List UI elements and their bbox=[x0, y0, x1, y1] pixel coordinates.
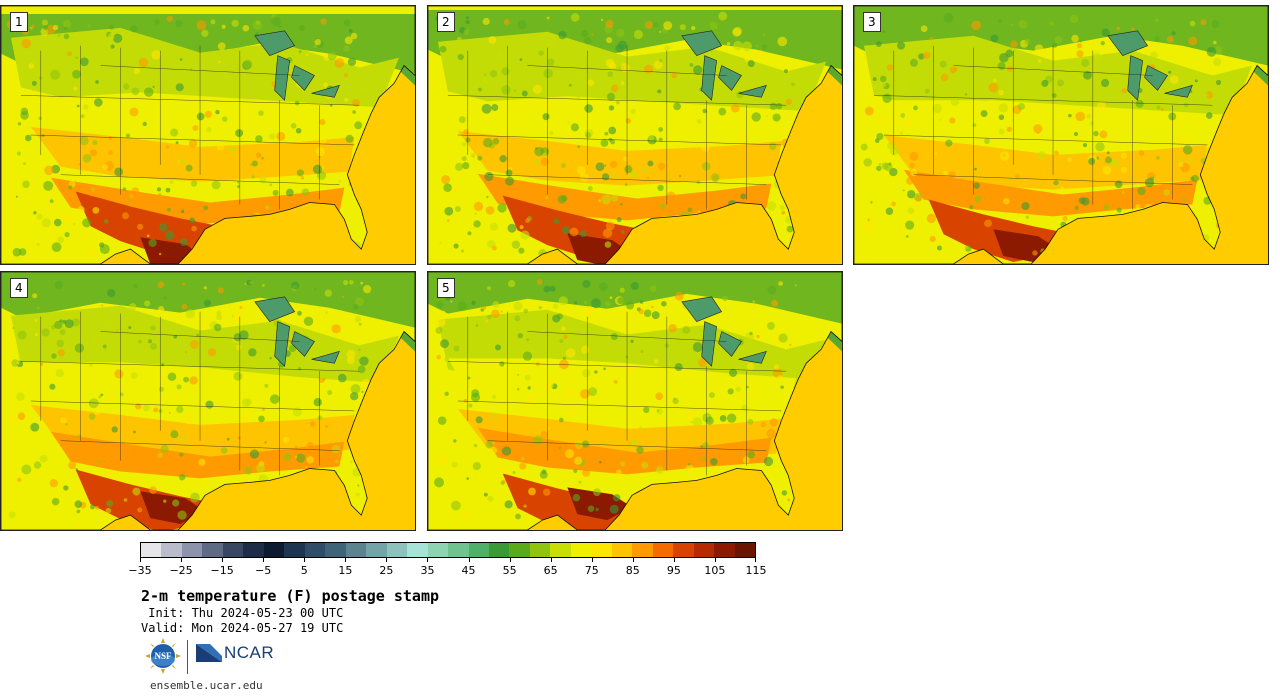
colorbar-tick-label: 95 bbox=[666, 564, 681, 577]
colorbar-swatch bbox=[529, 543, 551, 557]
colorbar-swatch bbox=[488, 543, 510, 557]
temperature-map bbox=[1, 272, 415, 530]
colorbar-swatch bbox=[632, 543, 653, 557]
colorbar-tick-label: 35 bbox=[420, 564, 435, 577]
colorbar-tick-label: 45 bbox=[461, 564, 476, 577]
colorbar-tick bbox=[140, 558, 141, 562]
colorbar-tick-label: 5 bbox=[300, 564, 308, 577]
valid-time: Valid: Mon 2024-05-27 19 UTC bbox=[141, 621, 344, 635]
colorbar-tick bbox=[304, 558, 306, 562]
colorbar-swatch bbox=[714, 543, 735, 557]
colorbar-tick bbox=[550, 558, 552, 562]
colorbar-swatch bbox=[468, 543, 489, 557]
map-panel-5: 5 bbox=[427, 271, 843, 531]
temperature-colorbar bbox=[140, 542, 756, 558]
colorbar-swatch bbox=[509, 543, 530, 557]
colorbar-swatch bbox=[325, 543, 346, 557]
panel-number-label: 2 bbox=[437, 12, 455, 32]
colorbar-tick-label: −35 bbox=[128, 564, 152, 577]
init-time: Init: Thu 2024-05-23 00 UTC bbox=[141, 606, 344, 620]
temperature-map bbox=[1, 6, 415, 264]
panel-number-label: 1 bbox=[10, 12, 28, 32]
colorbar-tick bbox=[632, 558, 634, 562]
colorbar-tick-label: 25 bbox=[379, 564, 394, 577]
map-panel-4: 4 bbox=[0, 271, 416, 531]
colorbar-tick bbox=[345, 558, 347, 562]
colorbar-swatch bbox=[161, 543, 182, 557]
colorbar-swatch bbox=[345, 543, 367, 557]
colorbar-swatch bbox=[263, 543, 285, 557]
colorbar-tick bbox=[673, 558, 675, 562]
colorbar-tick bbox=[386, 558, 388, 562]
colorbar-tick bbox=[263, 558, 265, 562]
ncar-logo: NCAR bbox=[196, 642, 274, 664]
colorbar-tick-label: 85 bbox=[625, 564, 640, 577]
colorbar-swatch bbox=[652, 543, 674, 557]
colorbar-swatch bbox=[591, 543, 612, 557]
colorbar-tick-label: −15 bbox=[210, 564, 234, 577]
nsf-logo: NSF bbox=[145, 638, 181, 674]
colorbar-swatch bbox=[611, 543, 633, 557]
colorbar-tick bbox=[714, 558, 716, 562]
colorbar-tick-labels: −35 −25 −15 −5 5 15 25 35 45 55 65 75 85 95 105 115 bbox=[128, 558, 767, 582]
colorbar-tick-label: 15 bbox=[338, 564, 353, 577]
colorbar-tick bbox=[427, 558, 429, 562]
panel-number-label: 5 bbox=[437, 278, 455, 298]
colorbar-swatch bbox=[550, 543, 571, 557]
colorbar-tick bbox=[591, 558, 593, 562]
colorbar-swatch bbox=[202, 543, 223, 557]
colorbar-swatch bbox=[693, 543, 715, 557]
svg-text:NSF: NSF bbox=[154, 651, 172, 661]
colorbar-swatch bbox=[366, 543, 387, 557]
temperature-map bbox=[428, 272, 842, 530]
panel-number-label: 3 bbox=[863, 12, 881, 32]
colorbar-swatch bbox=[407, 543, 428, 557]
footer-url: ensemble.ucar.edu bbox=[150, 679, 263, 692]
map-panel-2: 2 bbox=[427, 5, 843, 265]
colorbar-tick-label: −25 bbox=[169, 564, 193, 577]
colorbar-tick-label: 75 bbox=[584, 564, 599, 577]
colorbar-tick bbox=[509, 558, 511, 562]
colorbar-tick bbox=[181, 558, 183, 562]
colorbar-tick-label: 55 bbox=[502, 564, 517, 577]
colorbar-tick bbox=[755, 558, 756, 562]
colorbar-swatch bbox=[243, 543, 264, 557]
temperature-map bbox=[428, 6, 842, 264]
colorbar-swatch bbox=[570, 543, 592, 557]
colorbar-swatch bbox=[734, 543, 756, 557]
colorbar-tick-label: −5 bbox=[255, 564, 272, 577]
temperature-map bbox=[854, 6, 1268, 264]
colorbar-tick bbox=[468, 558, 470, 562]
colorbar-swatch bbox=[222, 543, 244, 557]
colorbar-tick-label: 105 bbox=[704, 564, 726, 577]
colorbar-tick-label: 115 bbox=[745, 564, 767, 577]
colorbar-tick bbox=[222, 558, 224, 562]
colorbar-swatch bbox=[304, 543, 326, 557]
panel-number-label: 4 bbox=[10, 278, 28, 298]
colorbar-swatch bbox=[181, 543, 203, 557]
colorbar-swatch bbox=[386, 543, 408, 557]
colorbar-swatch bbox=[141, 543, 162, 557]
colorbar-swatch bbox=[448, 543, 469, 557]
colorbar-tick-label: 65 bbox=[543, 564, 558, 577]
colorbar-swatch bbox=[427, 543, 449, 557]
map-panel-3: 3 bbox=[853, 5, 1269, 265]
chart-title: 2-m temperature (F) postage stamp bbox=[141, 587, 440, 605]
map-panel-1: 1 bbox=[0, 5, 416, 265]
colorbar-swatch bbox=[673, 543, 694, 557]
colorbar-swatch bbox=[284, 543, 305, 557]
logo-divider bbox=[187, 640, 188, 674]
